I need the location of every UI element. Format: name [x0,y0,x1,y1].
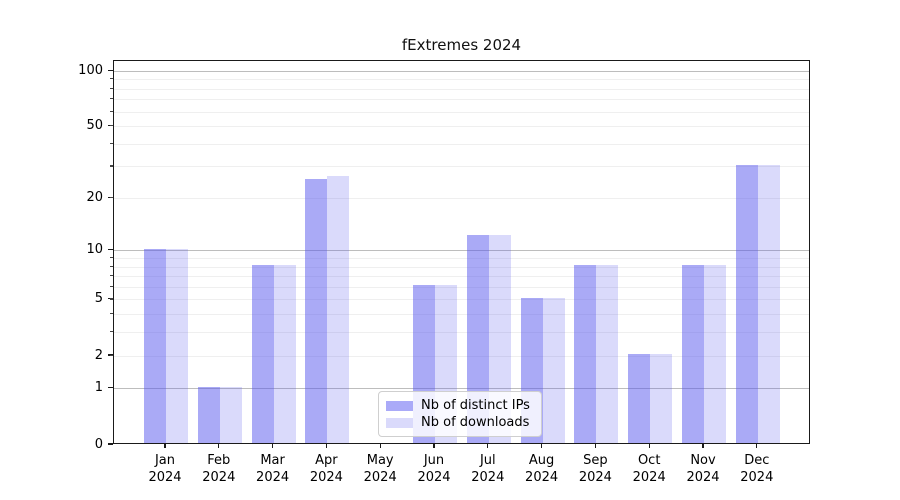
gridline-minor-2 [114,355,809,357]
bar-distinct-ips-feb [197,386,220,443]
y-tick-label-20: 20 [86,189,103,205]
bar-downloads-dec [757,164,780,443]
x-tick-jan [164,444,166,448]
y-tick-0 [108,443,113,445]
bar-downloads-oct [650,354,673,443]
gridline-minor-6 [114,286,809,288]
gridline-minor-70 [114,99,809,101]
legend-swatch-distinct-ips-icon [386,400,413,411]
legend-label-distinct-ips: Nb of distinct IPs [421,397,530,413]
bar-downloads-jan [166,248,188,443]
bar-downloads-mar [273,265,296,443]
gridline-major-100 [114,70,809,72]
y-minor-tick-2 [110,354,113,356]
bar-downloads-sep [596,265,619,443]
bar-distinct-ips-oct [628,354,651,443]
legend-swatch-downloads-icon [386,417,413,428]
y-tick-label-2: 2 [94,347,103,363]
gridline-minor-4 [114,314,809,316]
gridline-minor-9 [114,257,809,259]
x-tick-sep [594,444,596,448]
y-minor-tick-90 [110,78,113,80]
y-tick-10 [108,249,113,251]
x-tick-label-aug: Aug 2024 [525,453,559,485]
x-tick-label-feb: Feb 2024 [202,453,236,485]
plot-area [113,60,810,444]
x-tick-label-may: May 2024 [363,453,397,485]
x-tick-mar [272,444,274,448]
x-tick-feb [218,444,220,448]
x-tick-nov [702,444,704,448]
gridline-minor-20 [114,197,809,199]
y-minor-tick-8 [110,265,113,267]
y-minor-tick-80 [110,87,113,89]
gridline-minor-60 [114,111,809,113]
gridline-minor-5 [114,299,809,301]
bar-downloads-aug [542,297,565,443]
y-minor-tick-7 [110,275,113,277]
y-minor-tick-20 [110,196,113,199]
gridline-minor-30 [114,166,809,168]
y-tick-label-10: 10 [86,242,103,258]
x-tick-label-sep: Sep 2024 [578,453,612,485]
bar-distinct-ips-jan [144,248,166,443]
y-minor-tick-40 [110,142,113,144]
x-tick-aug [541,444,543,448]
x-tick-label-jun: Jun 2024 [417,453,451,485]
y-tick-label-100: 100 [78,62,103,78]
gridline-major-1 [114,388,809,390]
y-tick-label-50: 50 [86,118,103,134]
x-tick-oct [648,444,650,448]
bar-distinct-ips-mar [251,265,274,443]
x-tick-apr [325,444,327,448]
chart-title: fExtremes 2024 [401,36,522,54]
gridline-minor-40 [114,143,809,145]
y-tick-label-5: 5 [94,291,103,307]
bar-distinct-ips-sep [574,265,597,443]
x-tick-label-oct: Oct 2024 [632,453,666,485]
bar-downloads-apr [327,176,350,443]
y-minor-tick-5 [110,298,113,300]
y-minor-tick-9 [110,256,113,259]
y-minor-tick-50 [110,125,113,127]
y-tick-label-0: 0 [94,436,103,452]
legend-entry-distinct-ips: Nb of distinct IPs [386,398,533,413]
y-minor-tick-6 [110,285,113,288]
bar-distinct-ips-dec [735,164,758,443]
bar-distinct-ips-apr [305,179,328,443]
y-tick-100 [108,69,113,71]
bar-downloads-feb [219,386,242,443]
y-minor-tick-4 [110,313,113,315]
y-minor-tick-60 [110,110,113,112]
y-minor-tick-70 [110,98,113,100]
y-minor-tick-30 [110,165,113,167]
legend-entry-downloads: Nb of downloads [386,415,533,430]
legend: Nb of distinct IPs Nb of downloads [378,391,542,437]
legend-label-downloads: Nb of downloads [421,414,530,430]
x-tick-label-nov: Nov 2024 [686,453,720,485]
gridline-minor-8 [114,266,809,268]
x-tick-jul [487,444,489,448]
bar-downloads-nov [704,265,726,443]
gridline-major-10 [114,250,809,252]
x-tick-label-apr: Apr 2024 [309,453,343,485]
gridline-minor-7 [114,276,809,278]
y-minor-tick-3 [110,331,113,333]
x-tick-label-mar: Mar 2024 [256,453,290,485]
gridline-minor-50 [114,126,809,128]
x-tick-jun [433,444,435,448]
x-tick-label-dec: Dec 2024 [740,453,774,485]
y-tick-1 [108,387,113,389]
x-tick-label-jul: Jul 2024 [471,453,505,485]
gridline-minor-90 [114,79,809,81]
y-tick-label-1: 1 [94,380,103,396]
bar-distinct-ips-nov [682,265,704,443]
x-tick-dec [756,444,758,448]
x-tick-label-jan: Jan 2024 [148,453,182,485]
x-tick-may [379,444,381,448]
gridline-minor-3 [114,332,809,334]
gridline-minor-80 [114,88,809,90]
